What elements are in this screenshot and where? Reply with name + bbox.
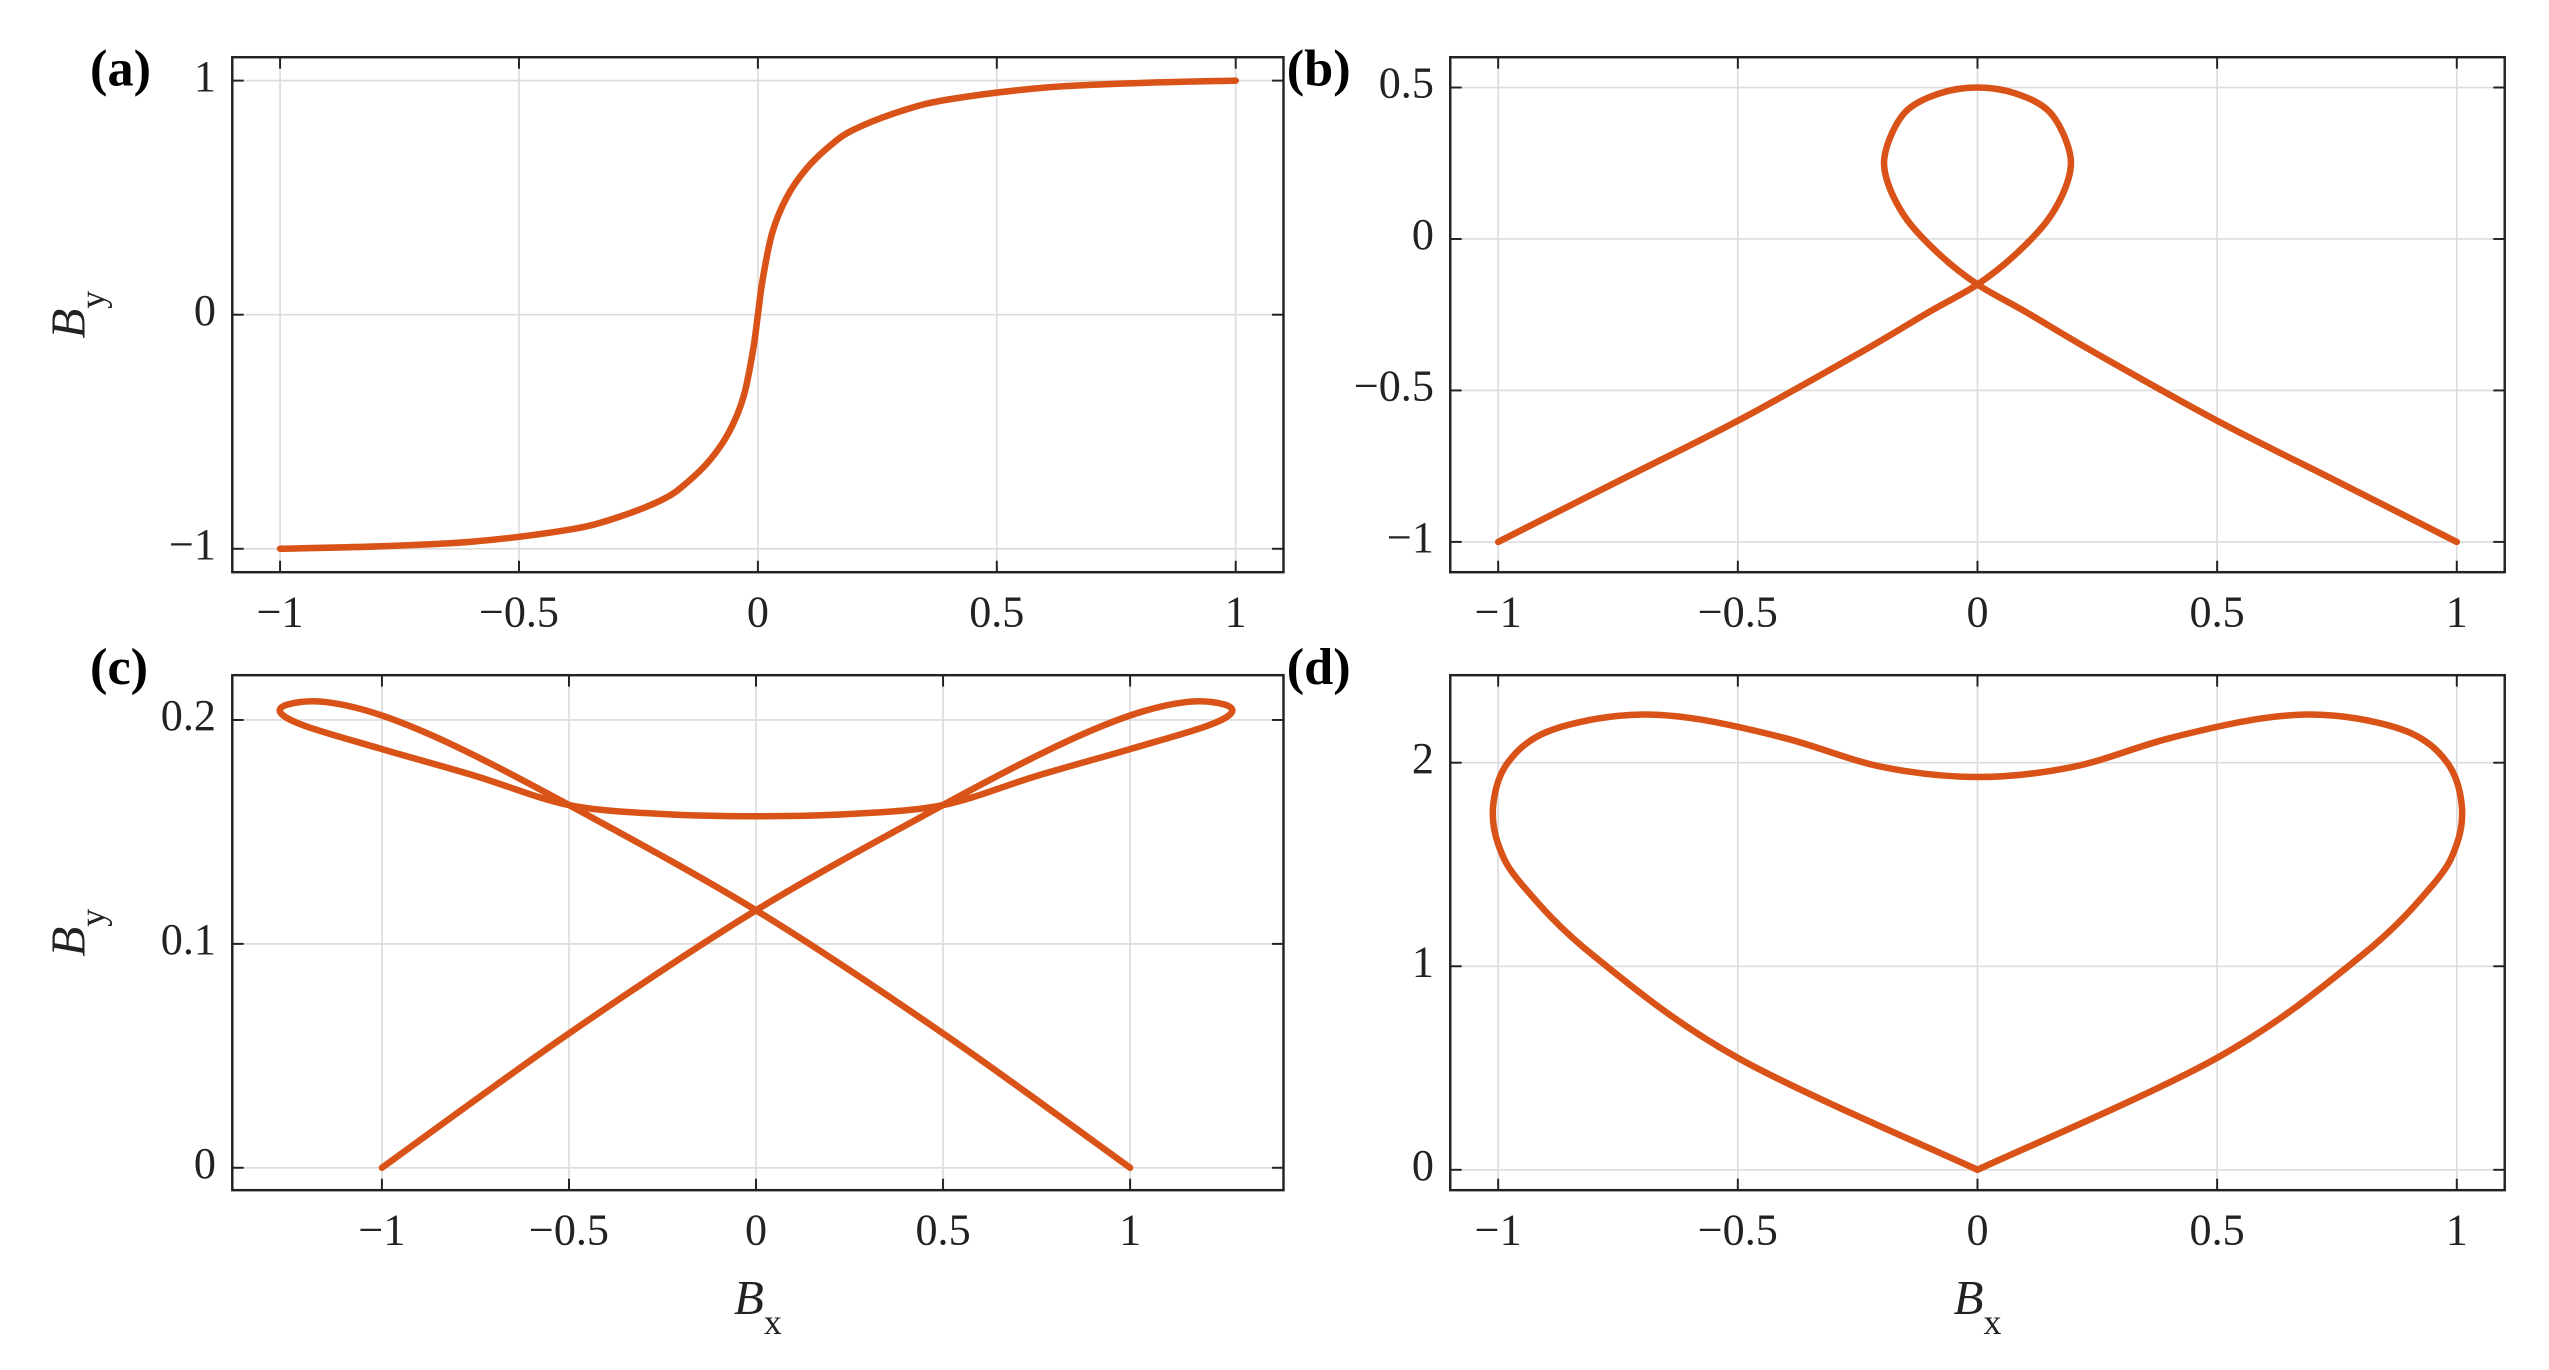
x-tick-label: 0.5 [969,587,1024,636]
axes-box [1449,673,2506,1192]
x-tick-label: 0 [747,587,769,636]
x-tick-label: 0.5 [2190,587,2245,636]
x-tick-label: −1 [1475,1205,1522,1254]
y-tick-label: 1 [194,52,216,101]
y-tick-label: 0 [1412,210,1434,259]
y-tick-label: 0.2 [161,691,216,740]
data-line [276,77,1239,553]
x-axis-label: Bx [1954,1270,2002,1342]
y-tick-label: 0.1 [161,915,216,964]
panel-label: (d) [1287,638,1351,696]
y-axis-label-main: B [41,927,96,957]
y-axis-label: By [41,291,113,339]
data-line [1489,711,2466,1174]
x-tick-label: 0.5 [2190,1205,2245,1254]
data-line [1494,84,2461,546]
subplot: −1 −0.5 0 0.5 1 0 1 2 (d) Bx [1287,638,2506,1342]
x-tick-label: 1 [2446,587,2468,636]
subplot: −1 −0.5 0 0.5 1 −1 0 1 (a) By [41,40,1285,636]
y-axis-label: By [41,909,113,957]
x-tick-label: −1 [358,1205,405,1254]
panel-label: (b) [1287,40,1351,98]
x-tick-label: 0 [1966,587,1988,636]
y-tick-label: 1 [1412,937,1434,986]
x-tick-label: 1 [1225,587,1247,636]
plot-area [232,675,1284,1191]
y-axis-label-sub: y [73,909,113,927]
x-axis-label-sub: x [764,1302,782,1342]
x-tick-label: −0.5 [479,587,559,636]
x-tick-label: 0 [745,1205,767,1254]
x-tick-label: −1 [1475,587,1522,636]
y-tick-label: −1 [1387,513,1434,562]
panel-label: (c) [90,638,148,696]
x-tick-label: 0 [1966,1205,1988,1254]
y-axis-label-main: B [41,309,96,339]
y-axis-label-sub: y [73,291,113,309]
y-tick-label: −1 [169,520,216,569]
x-axis-label-main: B [734,1270,764,1325]
y-tick-label: 0 [194,1139,216,1188]
axes-box [231,55,1285,574]
y-tick-label: 0 [194,286,216,335]
x-axis-label-sub: x [1983,1302,2001,1342]
x-tick-label: 0.5 [915,1205,970,1254]
x-tick-label: −0.5 [1698,587,1778,636]
y-tick-label: 0 [1412,1141,1434,1190]
x-axis-label: Bx [734,1270,782,1342]
x-tick-label: 1 [1119,1205,1141,1254]
y-tick-label: 0.5 [1379,59,1434,108]
subplot: −1 −0.5 0 0.5 1 −1 −0.5 0 0.5 (b) [1287,40,2506,636]
x-tick-label: 1 [2446,1205,2468,1254]
x-tick-label: −0.5 [1698,1205,1778,1254]
x-tick-label: −0.5 [529,1205,609,1254]
axes-box [231,673,1285,1192]
x-axis-label-main: B [1954,1270,1984,1325]
axes-box [1449,55,2506,574]
x-tick-label: −1 [257,587,304,636]
y-tick-label: −0.5 [1354,362,1434,411]
data-line [276,698,1236,1172]
panel-label: (a) [90,40,151,98]
y-tick-label: 2 [1412,734,1434,783]
